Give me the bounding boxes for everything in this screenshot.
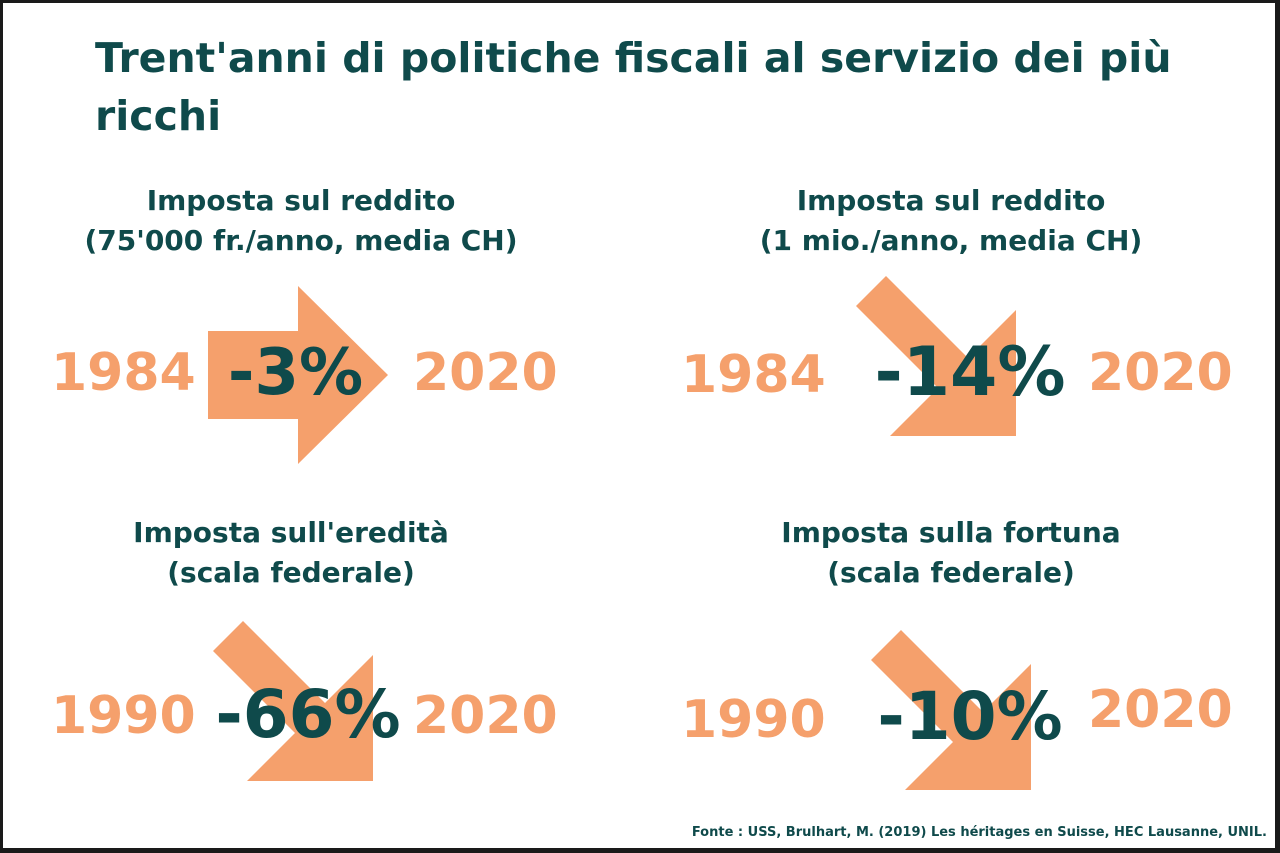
change-percent: -66% xyxy=(215,676,401,753)
page-title: Trent'anni di politiche fiscali al servi… xyxy=(95,34,1172,140)
panel-heading-line2: (scala federale) xyxy=(827,556,1075,589)
year-start: 1984 xyxy=(681,345,826,405)
panel-heading-wealth: Imposta sulla fortuna (scala federale) xyxy=(671,513,1231,593)
change-percent: -10% xyxy=(877,678,1063,755)
right-arrow-icon xyxy=(208,286,388,464)
source-note: Fonte : USS, Brulhart, M. (2019) Les hér… xyxy=(691,825,1267,840)
change-percent: -3% xyxy=(227,336,364,410)
year-end: 2020 xyxy=(413,686,558,746)
year-end: 2020 xyxy=(1088,680,1233,740)
panel-heading-income-1mio: Imposta sul reddito (1 mio./anno, media … xyxy=(671,181,1231,261)
infographic: Trent'anni di politiche fiscali al servi… xyxy=(3,3,1275,848)
panel-heading-line1: Imposta sul reddito xyxy=(796,184,1106,217)
panel-heading-line2: (75'000 fr./anno, media CH) xyxy=(84,224,518,257)
year-start: 1984 xyxy=(51,343,196,403)
panel-heading-line1: Imposta sull'eredità xyxy=(133,516,449,549)
down-right-arrow-icon xyxy=(871,630,1031,790)
year-start: 1990 xyxy=(51,686,196,746)
year-end: 2020 xyxy=(1088,343,1233,403)
panel-heading-line1: Imposta sul reddito xyxy=(146,184,456,217)
panel-heading-inheritance: Imposta sull'eredità (scala federale) xyxy=(11,513,571,593)
year-start: 1990 xyxy=(681,690,826,750)
panel-heading-line1: Imposta sulla fortuna xyxy=(781,516,1121,549)
down-right-arrow-icon xyxy=(856,276,1016,436)
down-right-arrow-icon xyxy=(213,621,373,781)
panel-heading-line2: (1 mio./anno, media CH) xyxy=(759,224,1143,257)
year-end: 2020 xyxy=(413,343,558,403)
panel-heading-line2: (scala federale) xyxy=(167,556,415,589)
change-percent: -14% xyxy=(874,333,1066,412)
panel-heading-income-75k: Imposta sul reddito (75'000 fr./anno, me… xyxy=(21,181,581,261)
